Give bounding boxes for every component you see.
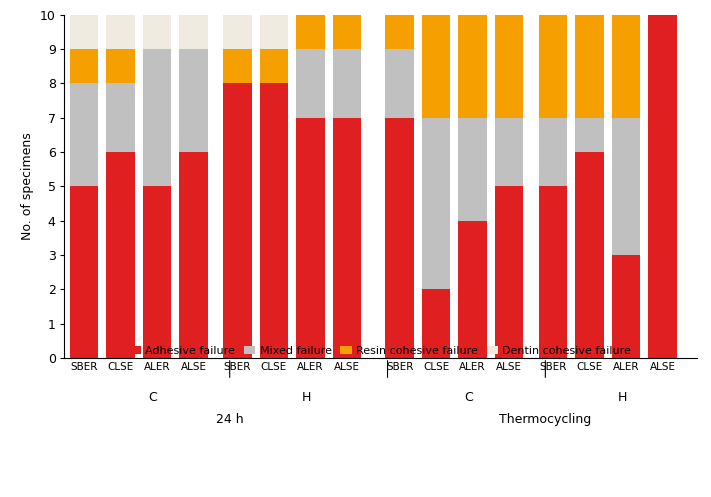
Bar <box>459 118 487 221</box>
Bar <box>495 118 523 186</box>
Bar <box>495 186 523 358</box>
Bar <box>223 49 252 83</box>
Bar <box>143 49 171 186</box>
Text: H: H <box>617 391 626 404</box>
Bar <box>539 15 567 118</box>
Bar <box>385 15 414 49</box>
Bar <box>575 118 604 152</box>
Bar <box>70 83 98 186</box>
Bar <box>223 15 252 49</box>
Bar <box>260 83 288 358</box>
Bar <box>143 15 171 49</box>
Bar <box>106 152 135 358</box>
Bar <box>333 15 361 49</box>
Bar <box>296 118 325 358</box>
Text: Thermocycling: Thermocycling <box>499 414 592 426</box>
Legend: Adhesive failure, Mixed failure, Resin cohesive failure, Dentin cohesive failure: Adhesive failure, Mixed failure, Resin c… <box>129 346 631 356</box>
Bar <box>260 49 288 83</box>
Bar <box>539 186 567 358</box>
Bar <box>179 49 208 152</box>
Bar <box>296 15 325 49</box>
Y-axis label: No. of specimens: No. of specimens <box>21 133 34 240</box>
Text: C: C <box>149 391 157 404</box>
Bar <box>611 15 641 118</box>
Bar <box>385 49 414 118</box>
Bar <box>422 118 450 289</box>
Bar <box>333 118 361 358</box>
Text: H: H <box>301 391 311 404</box>
Bar <box>385 118 414 358</box>
Bar <box>611 255 641 358</box>
Bar <box>179 152 208 358</box>
Bar <box>459 15 487 118</box>
Bar <box>70 186 98 358</box>
Bar <box>143 186 171 358</box>
Bar <box>296 49 325 118</box>
Bar <box>179 15 208 49</box>
Bar <box>106 15 135 49</box>
Text: C: C <box>464 391 473 404</box>
Bar <box>422 15 450 118</box>
Bar <box>70 15 98 49</box>
Bar <box>422 289 450 358</box>
Bar <box>106 83 135 152</box>
Bar <box>260 15 288 49</box>
Bar <box>70 49 98 83</box>
Bar <box>611 118 641 255</box>
Bar <box>575 15 604 118</box>
Text: 24 h: 24 h <box>216 414 244 426</box>
Bar <box>106 49 135 83</box>
Bar <box>223 83 252 358</box>
Bar <box>648 15 677 358</box>
Bar <box>333 49 361 118</box>
Bar <box>575 152 604 358</box>
Bar <box>495 15 523 118</box>
Bar <box>539 118 567 186</box>
Bar <box>459 221 487 358</box>
